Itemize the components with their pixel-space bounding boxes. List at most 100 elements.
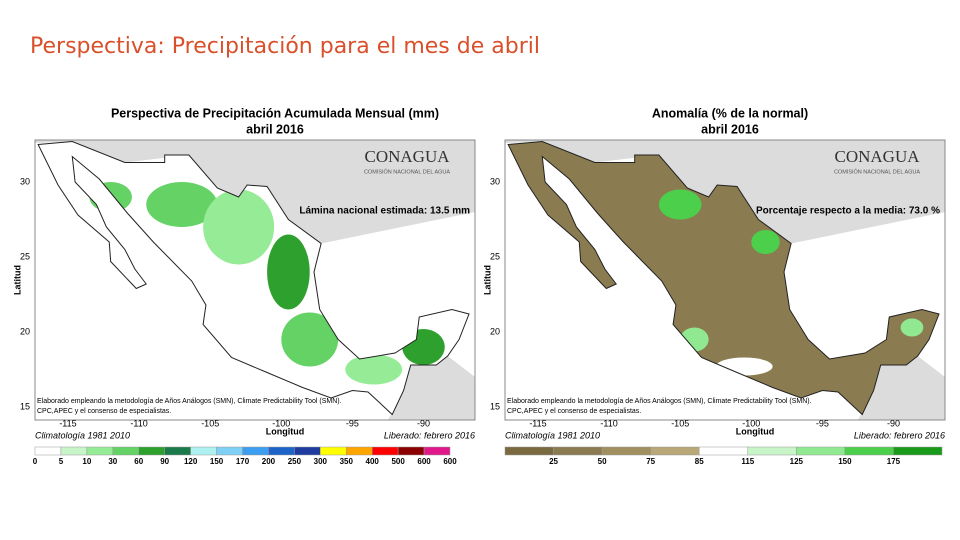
- x-tick-label: -90: [887, 418, 900, 428]
- y-tick-label: 25: [490, 251, 500, 261]
- y-axis-label: Latitud: [482, 265, 492, 295]
- anomaly-areas: [89, 182, 445, 385]
- credit: Elaborado empleando la metodología de Añ…: [37, 398, 342, 405]
- x-tick-label: -115: [59, 418, 76, 428]
- legend-label: 10: [82, 457, 91, 466]
- logo: CONAGUA: [835, 147, 921, 166]
- legend-swatch: [86, 446, 114, 456]
- precip-area: [267, 234, 310, 310]
- y-axis-label: Latitud: [12, 265, 22, 295]
- legend-swatch: [844, 446, 894, 456]
- legend-swatch: [34, 446, 62, 456]
- legend-swatch: [242, 446, 269, 456]
- credit: CPC,APEC y el consenso de especialistas.: [37, 408, 171, 415]
- legend-label: 125: [790, 457, 804, 466]
- precip-area: [900, 318, 924, 337]
- legend-swatch: [190, 446, 217, 456]
- mexico-fill: [508, 141, 940, 415]
- y-tick-label: 30: [490, 176, 500, 186]
- logo-sub: COMISIÓN NACIONAL DEL AGUA: [364, 168, 450, 175]
- precip-area: [345, 354, 403, 385]
- mexico-outline: [37, 140, 470, 416]
- legend-label: 115: [741, 457, 754, 466]
- usa-region: [505, 140, 945, 244]
- legend-swatch: [346, 446, 373, 456]
- legend-label: 350: [340, 457, 354, 466]
- map-title: Anomalía (% de la normal): [652, 106, 808, 120]
- mexico-outline: [507, 140, 940, 416]
- climatology: Climatología 1981 2010: [35, 430, 130, 440]
- x-tick-label: -100: [272, 418, 290, 428]
- legend-swatch: [650, 446, 700, 456]
- legend-label: 120: [184, 457, 198, 466]
- legend-label: 170: [236, 457, 250, 466]
- plot-frame: [504, 139, 946, 421]
- y-tick-label: 15: [490, 401, 500, 411]
- legend-swatch: [553, 446, 603, 456]
- legend-label: 150: [210, 457, 224, 466]
- plot-frame: [34, 139, 476, 421]
- map-subtitle: abril 2016: [701, 122, 759, 136]
- x-tick-label: -115: [529, 418, 546, 428]
- legend-label: 0: [33, 457, 38, 466]
- legend-swatch: [320, 446, 347, 456]
- y-tick-label: 20: [20, 326, 30, 336]
- map-annotation: Lámina nacional estimada: 13.5 mm: [299, 206, 470, 217]
- legend-label: 175: [887, 457, 901, 466]
- logo-sub: COMISIÓN NACIONAL DEL AGUA: [834, 168, 920, 175]
- credit: CPC,APEC y el consenso de especialistas.: [507, 408, 641, 415]
- legend-label: 25: [549, 457, 558, 466]
- precip-area: [751, 230, 780, 254]
- legend-label: 600: [443, 457, 457, 466]
- x-tick-label: -105: [671, 418, 689, 428]
- legend-swatch: [371, 446, 399, 456]
- legend-label: 150: [838, 457, 852, 466]
- y-tick-label: 15: [20, 401, 30, 411]
- mexico-fill: [38, 141, 470, 415]
- release-date: Liberado: febrero 2016: [854, 430, 945, 440]
- central-america: [387, 356, 475, 420]
- legend-label: 200: [262, 457, 276, 466]
- x-tick-label: -105: [201, 418, 219, 428]
- legend-swatch: [138, 446, 165, 456]
- legend-swatch: [423, 446, 451, 456]
- legend-label: 30: [108, 457, 117, 466]
- legend-swatch: [698, 446, 749, 456]
- slide-title: Perspectiva: Precipitación para el mes d…: [30, 34, 540, 59]
- legend-label: 400: [366, 457, 380, 466]
- legend-swatch: [504, 446, 554, 456]
- central-america: [857, 356, 945, 420]
- precip-area: [658, 189, 702, 220]
- legend-swatch: [747, 446, 797, 456]
- x-axis-label: Longitud: [266, 426, 304, 436]
- release-date: Liberado: febrero 2016: [384, 430, 475, 440]
- legend-label: 90: [160, 457, 169, 466]
- x-tick-label: -100: [742, 418, 760, 428]
- x-tick-label: -110: [130, 418, 147, 428]
- legend-label: 85: [695, 457, 704, 466]
- map-subtitle: abril 2016: [246, 122, 304, 136]
- map-title: Perspectiva de Precipitación Acumulada M…: [111, 106, 439, 120]
- legend-label: 500: [391, 457, 405, 466]
- y-tick-label: 30: [20, 176, 30, 186]
- legend-swatch: [164, 446, 191, 456]
- legend-label: 5: [59, 457, 64, 466]
- precip-area: [146, 182, 218, 227]
- climatology: Climatología 1981 2010: [505, 430, 600, 440]
- x-tick-label: -95: [346, 418, 359, 428]
- legend-swatch: [216, 446, 243, 456]
- legend-swatch: [397, 446, 425, 456]
- legend-label: 600: [417, 457, 431, 466]
- legend-swatch: [112, 446, 139, 456]
- legend-label: 50: [598, 457, 607, 466]
- legend-label: 250: [288, 457, 302, 466]
- x-tick-label: -95: [816, 418, 829, 428]
- legend-label: 300: [314, 457, 328, 466]
- y-tick-label: 20: [490, 326, 500, 336]
- legend-label: 60: [134, 457, 143, 466]
- credit: Elaborado empleando la metodología de Añ…: [507, 398, 812, 405]
- legend-swatch: [893, 446, 943, 456]
- x-tick-label: -110: [600, 418, 617, 428]
